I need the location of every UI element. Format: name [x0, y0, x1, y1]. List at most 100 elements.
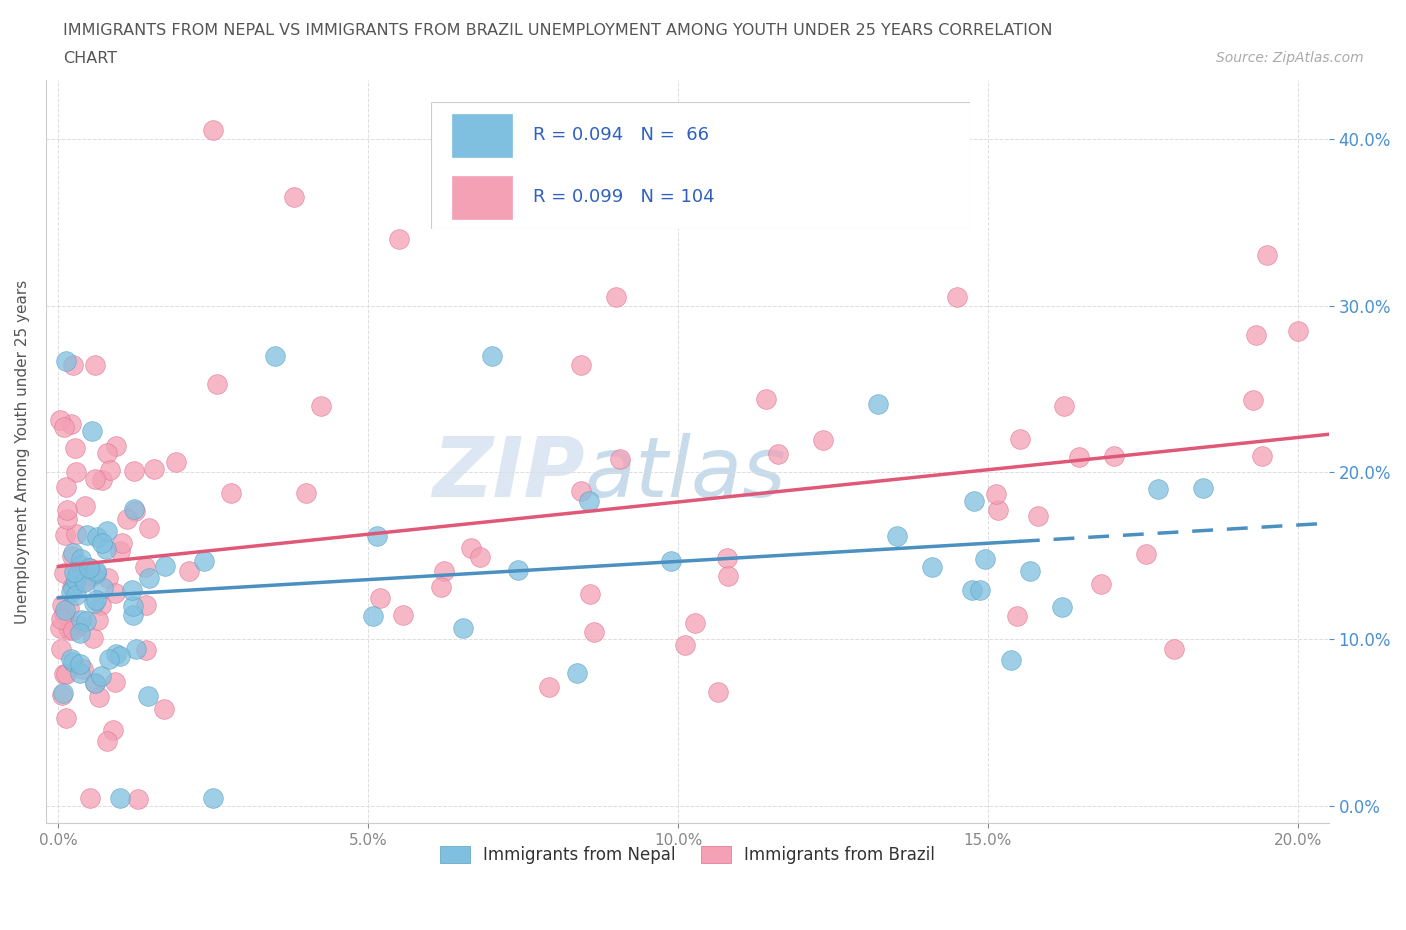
Point [388, 232, 411, 246]
Point [429, 580, 451, 595]
Point [104, 586, 127, 601]
Text: Source: ZipAtlas.com: Source: ZipAtlas.com [1216, 51, 1364, 65]
Point [53, 527, 76, 542]
Point [538, 680, 561, 695]
Point [1000, 653, 1022, 668]
Point [84, 358, 107, 373]
Point [1090, 576, 1112, 591]
Point [76, 528, 98, 543]
Point [986, 487, 1008, 502]
Point [98, 462, 121, 477]
Point [62, 654, 84, 669]
Point [177, 564, 200, 578]
Point [264, 348, 287, 363]
Point [69, 665, 91, 680]
Point [673, 638, 696, 653]
Point [87, 613, 110, 628]
Point [569, 484, 592, 498]
Point [90, 472, 112, 487]
Point [60, 417, 83, 432]
Point [1026, 509, 1049, 524]
Point [84, 564, 107, 578]
Point [1050, 600, 1073, 615]
Point [569, 357, 592, 372]
Point [49, 612, 72, 627]
Point [62, 545, 84, 560]
Point [481, 348, 503, 363]
Point [87, 690, 110, 705]
Point [51, 688, 73, 703]
Point [98, 651, 121, 666]
Y-axis label: Unemployment Among Youth under 25 years: Unemployment Among Youth under 25 years [15, 280, 30, 624]
Point [96, 524, 118, 538]
Point [104, 646, 127, 661]
Point [96, 570, 118, 585]
Point [55, 479, 77, 494]
Point [963, 494, 986, 509]
Point [1241, 392, 1264, 407]
Point [60, 548, 83, 563]
Point [65, 465, 87, 480]
Point [283, 190, 305, 205]
Point [451, 620, 474, 635]
Point [63, 441, 86, 456]
Point [193, 553, 215, 568]
Point [433, 564, 456, 578]
Point [59, 584, 82, 599]
Point [53, 603, 76, 618]
Point [921, 560, 943, 575]
Point [66, 566, 89, 581]
Point [60, 652, 83, 667]
Text: ZIP: ZIP [432, 433, 585, 514]
Point [52, 565, 75, 580]
Point [202, 123, 225, 138]
Point [135, 643, 157, 658]
Point [60, 579, 83, 594]
Point [58, 623, 80, 638]
Point [960, 582, 983, 597]
Point [1146, 482, 1168, 497]
Point [53, 606, 76, 621]
Point [69, 551, 91, 566]
Point [58, 620, 80, 635]
Point [295, 485, 318, 500]
Point [108, 649, 131, 664]
Point [66, 618, 89, 633]
Text: CHART: CHART [63, 51, 117, 66]
Point [90, 669, 112, 684]
Point [53, 419, 76, 434]
Point [1256, 248, 1278, 263]
Point [51, 597, 73, 612]
Point [49, 412, 72, 427]
Point [460, 540, 482, 555]
Point [58, 601, 80, 616]
Point [886, 528, 908, 543]
Point [104, 675, 127, 690]
Point [79, 561, 101, 576]
Point [138, 571, 160, 586]
Point [391, 608, 413, 623]
Point [63, 565, 86, 579]
Point [605, 290, 627, 305]
Point [62, 623, 84, 638]
Point [56, 502, 79, 517]
Point [90, 535, 112, 550]
Text: IMMIGRANTS FROM NEPAL VS IMMIGRANTS FROM BRAZIL UNEMPLOYMENT AMONG YOUTH UNDER 2: IMMIGRANTS FROM NEPAL VS IMMIGRANTS FROM… [63, 23, 1053, 38]
Point [73, 574, 96, 589]
Point [125, 641, 148, 656]
Point [90, 597, 112, 612]
Point [79, 560, 101, 575]
Point [124, 503, 146, 518]
Point [69, 657, 91, 671]
Point [84, 472, 107, 486]
Text: atlas: atlas [585, 433, 786, 514]
Point [1005, 609, 1028, 624]
Point [659, 553, 682, 568]
Point [82, 568, 104, 583]
Point [309, 398, 332, 413]
Point [1192, 480, 1215, 495]
Point [122, 464, 145, 479]
Point [565, 666, 588, 681]
Point [69, 626, 91, 641]
Point [706, 684, 728, 699]
